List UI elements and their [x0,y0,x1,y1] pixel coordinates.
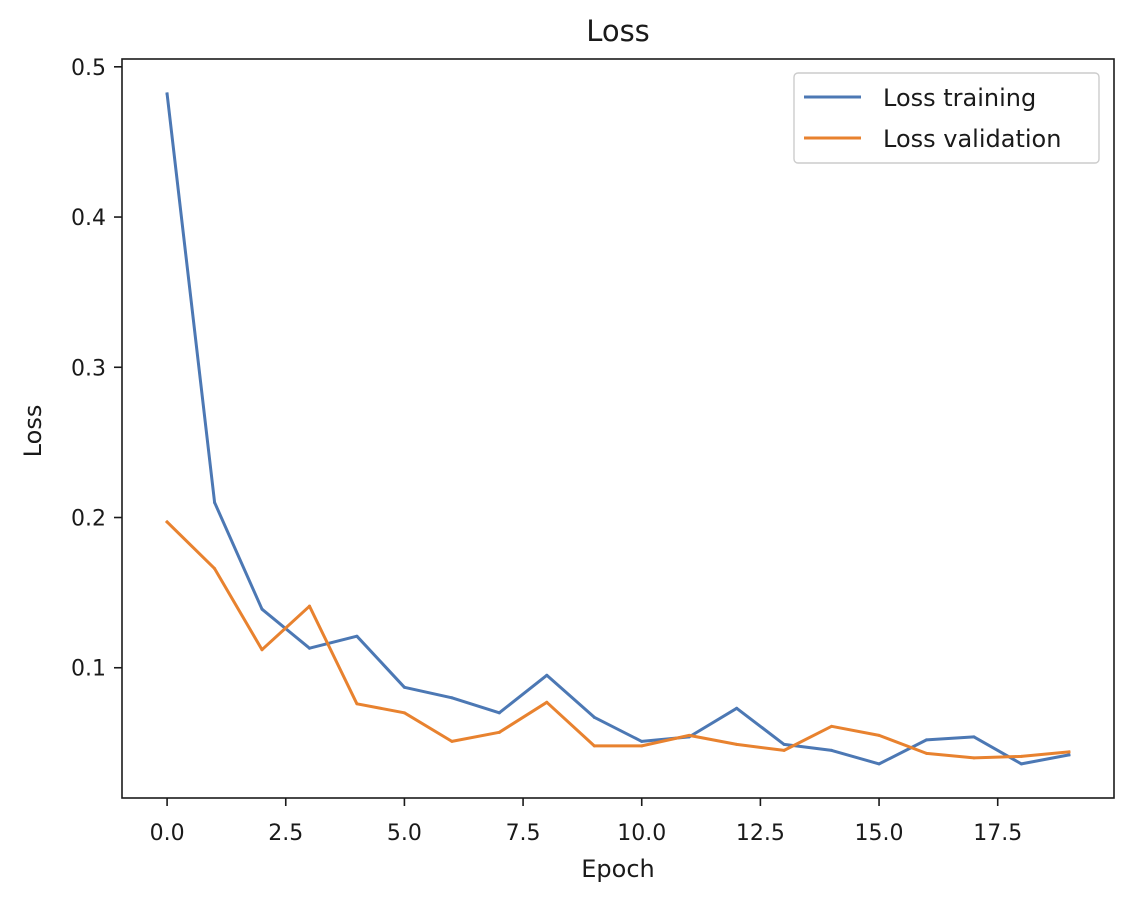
data-point-training [545,673,549,677]
data-point-validation [782,748,786,752]
x-tick-label: 2.5 [268,821,303,846]
x-axis-label: Epoch [581,855,655,883]
data-point-validation [165,520,169,524]
data-point-training [1067,753,1071,757]
data-series [164,92,1071,766]
data-point-validation [260,648,264,652]
y-axis-label: Loss [19,405,47,458]
x-tick-label: 15.0 [855,821,904,846]
data-point-training [972,735,976,739]
data-point-training [1019,762,1023,766]
data-point-training [877,762,881,766]
legend: Loss training Loss validation [793,72,1100,164]
data-point-training [925,738,929,742]
data-point-validation [877,733,881,737]
data-point-validation [925,751,929,755]
y-tick-label: 0.3 [71,356,106,381]
data-point-validation [355,702,359,706]
data-point-training [355,634,359,638]
data-point-validation [735,742,739,746]
plot-area-frame [121,58,1115,799]
data-point-validation [592,744,596,748]
data-point-validation [213,567,217,571]
legend-label-validation: Loss validation [883,125,1061,153]
data-point-validation [545,700,549,704]
data-point-validation [450,739,454,743]
chart-title: Loss [586,14,650,48]
x-tick-label: 7.5 [506,821,541,846]
series-line-training [165,92,1071,766]
data-point-validation [830,724,834,728]
data-point-training [450,696,454,700]
legend-box [793,72,1100,164]
legend-label-training: Loss training [883,84,1036,112]
series-line-validation [164,519,1071,760]
data-point-training [307,646,311,650]
data-point-training [830,748,834,752]
x-tick-label: 12.5 [736,821,785,846]
x-tick-label: 17.5 [973,821,1022,846]
data-point-training [592,715,596,719]
data-point-training [640,739,644,743]
data-point-training [260,607,264,611]
data-point-validation [640,744,644,748]
data-point-validation [497,730,501,734]
data-point-training [735,706,739,710]
y-tick-label: 0.5 [71,56,106,81]
data-point-training [165,92,169,96]
axis-ticks: 0.0 2.5 5.0 7.5 10.0 12.5 15.0 17.5 0.1 0.2 0.3 0.4… [71,56,1022,846]
y-tick-label: 0.4 [71,206,106,231]
data-point-validation [1019,754,1023,758]
data-point-training [497,711,501,715]
data-point-training [213,500,217,504]
y-tick-label: 0.1 [71,657,106,682]
data-point-validation [307,604,311,608]
data-point-validation [687,733,691,737]
data-point-training [402,685,406,689]
data-point-validation [1067,750,1071,754]
data-point-training [782,742,786,746]
data-point-validation [402,711,406,715]
x-tick-label: 0.0 [150,821,185,846]
x-tick-label: 10.0 [617,821,666,846]
y-tick-label: 0.2 [71,507,106,532]
x-tick-label: 5.0 [387,821,422,846]
data-point-validation [972,756,976,760]
